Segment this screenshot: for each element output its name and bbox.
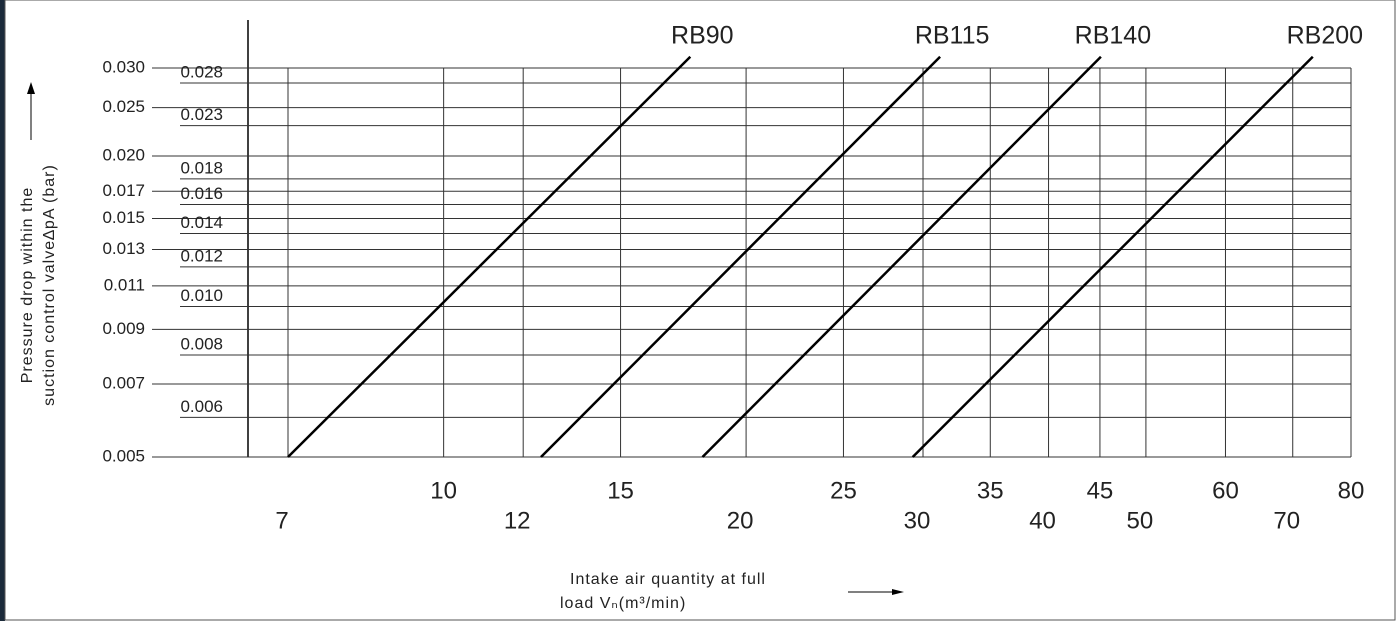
y-axis-label: Pressure drop within the: [19, 187, 36, 384]
x-axis-label: Intake air quantity at full: [570, 571, 766, 588]
y-arrow-head: [27, 82, 35, 94]
x-arrow-head: [892, 589, 904, 595]
y-tick-label: 0.023: [180, 105, 223, 124]
x-tick-label: 10: [430, 477, 457, 504]
y-tick-label: 0.028: [180, 62, 223, 81]
frame: [4, 0, 1396, 621]
y-tick-label: 0.013: [102, 239, 145, 258]
series-line: [911, 55, 1314, 458]
y-axis-label: suction control valve∆pA (bar): [41, 164, 58, 406]
x-tick-label: 60: [1212, 477, 1239, 504]
series-label: RB115: [915, 21, 990, 49]
x-tick-label: 7: [275, 507, 288, 534]
x-tick-label: 45: [1087, 477, 1114, 504]
x-tick-label: 30: [904, 507, 931, 534]
series-line: [540, 55, 941, 458]
x-tick-label: 12: [504, 507, 531, 534]
x-axis-label: load Vₙ(m³/min): [560, 595, 686, 612]
y-tick-label: 0.011: [104, 275, 145, 294]
series-line: [287, 55, 692, 458]
x-tick-label: 40: [1029, 507, 1056, 534]
y-tick-label: 0.020: [102, 146, 145, 165]
x-tick-label: 50: [1127, 507, 1154, 534]
y-tick-label: 0.007: [102, 373, 145, 392]
y-tick-label: 0.009: [102, 319, 145, 338]
x-tick-label: 35: [977, 477, 1004, 504]
series-label: RB90: [671, 21, 734, 49]
y-tick-label: 0.015: [102, 208, 145, 227]
y-tick-label: 0.018: [180, 158, 223, 177]
x-tick-label: 15: [607, 477, 634, 504]
x-tick-label: 25: [830, 477, 857, 504]
y-tick-label: 0.010: [180, 286, 223, 305]
x-tick-label: 70: [1273, 507, 1300, 534]
series-line: [701, 55, 1102, 458]
y-tick-label: 0.012: [180, 246, 223, 265]
left-edge: [0, 0, 5, 621]
y-tick-label: 0.008: [180, 334, 223, 353]
y-tick-label: 0.005: [102, 446, 145, 465]
y-tick-label: 0.006: [180, 397, 223, 416]
y-tick-label: 0.014: [180, 213, 223, 232]
series-label: RB140: [1075, 21, 1151, 49]
y-tick-label: 0.016: [180, 184, 223, 203]
x-tick-label: 80: [1338, 477, 1365, 504]
y-tick-label: 0.030: [102, 57, 145, 76]
y-tick-label: 0.017: [102, 181, 145, 200]
y-tick-label: 0.025: [102, 97, 145, 116]
series-label: RB200: [1287, 21, 1363, 49]
x-tick-label: 20: [727, 507, 754, 534]
